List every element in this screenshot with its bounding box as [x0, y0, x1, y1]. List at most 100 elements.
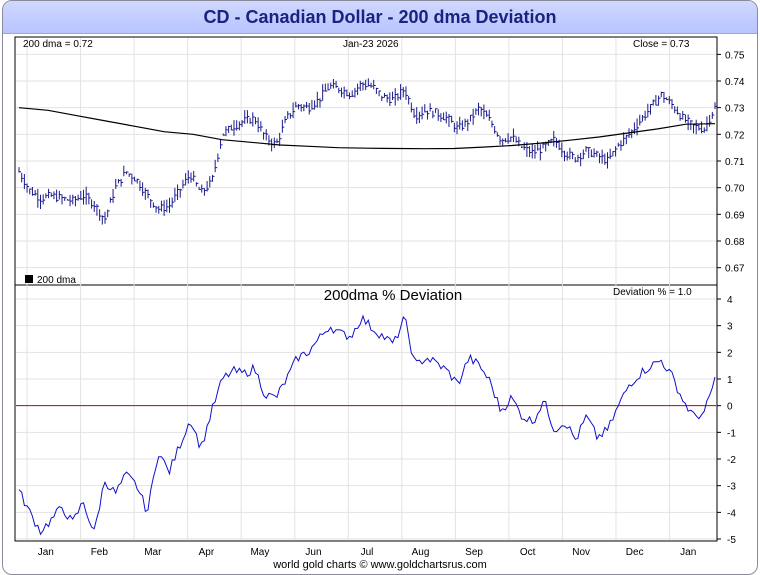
price-bar	[701, 121, 704, 134]
price-bar	[668, 96, 672, 105]
price-bar	[69, 194, 73, 207]
price-bar	[647, 103, 650, 118]
price-bar	[292, 102, 296, 119]
price-bar	[66, 198, 70, 201]
price-bar	[295, 101, 298, 108]
x-tick-label: Aug	[412, 547, 430, 558]
price-tick-label: 0.67	[725, 264, 745, 275]
price-bar	[61, 194, 64, 205]
price-bar	[545, 141, 548, 152]
deviation-line	[18, 314, 716, 536]
price-bar	[72, 194, 75, 205]
price-bar	[279, 132, 282, 147]
price-bar	[397, 93, 400, 101]
price-bar	[502, 138, 505, 146]
price-bar	[166, 199, 169, 213]
price-bar	[311, 99, 314, 110]
price-bar	[322, 84, 325, 101]
price-bar	[319, 98, 322, 108]
price-bar	[625, 134, 629, 145]
close-value-label: Close = 0.73	[633, 39, 690, 50]
price-bar	[265, 129, 269, 141]
price-bar	[88, 192, 91, 205]
price-bar	[26, 183, 30, 193]
price-bar	[187, 170, 191, 184]
price-bar	[574, 157, 578, 163]
price-bar	[58, 190, 62, 200]
price-bar	[437, 109, 441, 121]
price-bar	[480, 107, 484, 117]
price-bar	[171, 197, 175, 208]
price-bar	[448, 113, 451, 128]
price-bar	[351, 90, 355, 97]
price-bar	[338, 87, 341, 94]
deviation-tick-label: -5	[727, 535, 736, 546]
price-bar	[21, 172, 24, 183]
price-bar	[582, 149, 586, 160]
price-bar	[435, 108, 438, 113]
x-tick-label: Nov	[572, 547, 590, 558]
price-bar	[244, 110, 247, 124]
price-bar	[639, 114, 642, 126]
price-bar	[674, 106, 677, 114]
price-bar	[709, 115, 712, 127]
price-bar	[601, 149, 605, 164]
price-bar	[324, 83, 328, 92]
price-bar	[588, 146, 591, 159]
price-bar	[553, 130, 556, 147]
price-bar	[177, 184, 180, 201]
price-bar	[330, 82, 333, 90]
x-tick-label: Oct	[520, 547, 536, 558]
price-bar	[152, 202, 156, 208]
price-y-axis: 0.67 0.68 0.69 0.70 0.71 0.72 0.73 0.74 0.75	[717, 50, 745, 275]
price-bar	[504, 137, 508, 143]
price-bar	[609, 148, 613, 160]
legend-label: 200 dma	[37, 275, 76, 286]
x-tick-label: Jun	[305, 547, 321, 558]
price-bar	[486, 110, 489, 117]
price-bar	[410, 102, 414, 113]
deviation-gridlines	[16, 298, 716, 540]
price-bar	[682, 110, 685, 120]
price-bar	[203, 188, 207, 196]
price-bar	[687, 114, 691, 131]
price-bar	[107, 209, 110, 218]
price-bar	[42, 194, 46, 205]
price-bar	[424, 104, 427, 113]
price-bar	[276, 138, 279, 144]
price-bar	[332, 78, 336, 89]
price-bar	[357, 83, 360, 96]
price-bar	[257, 117, 261, 133]
price-bar	[335, 80, 339, 89]
price-bar	[459, 116, 462, 130]
price-bar	[34, 189, 38, 196]
deviation-tick-label: -3	[727, 482, 736, 493]
price-bar	[467, 119, 470, 132]
price-bar	[440, 113, 443, 122]
price-bar	[104, 211, 107, 224]
price-bar	[596, 150, 599, 157]
price-bar	[263, 132, 266, 140]
deviation-tick-label: 4	[727, 295, 733, 306]
price-bar	[211, 174, 215, 182]
price-bar	[222, 133, 226, 136]
price-bar	[612, 151, 615, 157]
price-bar	[698, 123, 701, 131]
price-bar	[472, 108, 476, 125]
price-bar	[711, 111, 715, 119]
price-bar	[375, 87, 379, 94]
price-bar	[56, 189, 59, 203]
price-bar	[402, 87, 406, 98]
price-bar	[421, 106, 425, 120]
price-bar	[590, 149, 594, 158]
price-bar	[139, 180, 142, 191]
price-bar	[572, 151, 575, 160]
price-tick-label: 0.75	[725, 50, 745, 61]
price-bar	[74, 196, 78, 207]
price-bar	[690, 120, 693, 130]
price-bar	[23, 174, 27, 190]
price-tick-label: 0.68	[725, 237, 745, 248]
price-bar	[426, 110, 430, 120]
price-tick-label: 0.69	[725, 210, 745, 221]
price-bar	[416, 107, 419, 124]
